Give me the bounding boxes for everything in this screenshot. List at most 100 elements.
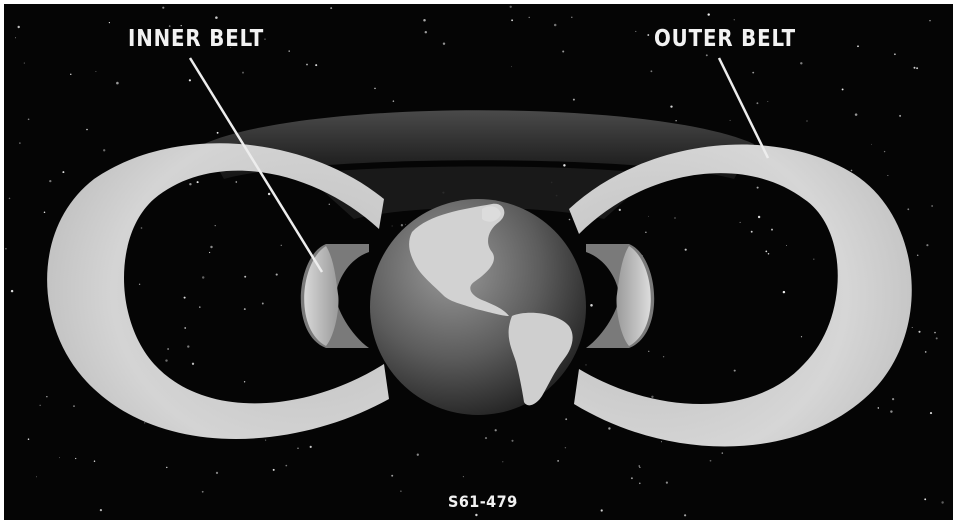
star [75,458,76,459]
star [899,115,901,117]
star [199,306,200,307]
star [288,50,289,51]
star [734,19,735,20]
star [661,441,662,442]
star [722,452,723,453]
star [215,225,216,226]
star [262,303,264,305]
star [757,187,759,189]
star [758,216,760,218]
star [871,144,872,145]
star [46,396,47,397]
star [573,99,575,101]
star [329,204,330,205]
star [855,113,858,116]
star [651,396,653,398]
star [931,205,932,206]
star [666,482,668,484]
star [511,440,513,442]
star [786,245,787,246]
star [918,331,920,333]
star [400,490,402,492]
figure-id-label: S61-479 [448,492,518,511]
star [648,351,649,352]
star [162,7,164,9]
star [916,67,918,69]
star [167,348,169,350]
star [495,429,497,431]
star [391,475,393,477]
star [273,469,275,471]
star [202,491,204,493]
star [813,259,814,260]
star [268,193,270,195]
star [751,231,753,233]
star [19,142,20,143]
star [235,181,237,183]
star [801,336,802,337]
star [242,72,244,74]
star [608,427,610,429]
star [139,284,140,285]
star [930,412,932,414]
star [878,407,879,408]
star [806,120,807,121]
star [166,467,167,468]
star [374,88,376,90]
star [601,509,603,511]
star [650,70,652,72]
star [330,7,332,9]
star [189,79,191,81]
star [502,461,503,462]
star [297,448,298,449]
star [670,105,672,107]
star [529,17,530,18]
star [202,276,204,278]
star [9,198,11,200]
star [571,17,572,18]
space-background: INNER BELT OUTER BELT S61-479 [4,4,953,520]
star [710,460,712,462]
star [100,509,102,511]
star [851,170,853,172]
star [706,54,708,56]
star [40,405,41,406]
star [36,476,37,477]
star [565,447,566,448]
star [912,327,913,328]
star [475,514,477,516]
star [586,364,587,365]
radiation-belts-diagram [4,4,953,520]
star [417,454,419,456]
star [95,71,96,72]
star [645,232,646,233]
star [914,67,916,69]
star [857,45,859,47]
star [215,16,218,19]
star [510,6,512,8]
star [244,276,246,278]
star [511,66,512,67]
outer-belt-left-lobe [47,143,389,439]
star [393,100,395,102]
star [306,64,308,66]
star [184,327,186,329]
star [511,19,513,21]
star [684,514,686,516]
star [103,149,105,151]
star [800,62,802,64]
star [635,31,636,32]
star [892,398,894,400]
star [663,356,664,357]
inner-belt-label: INNER BELT [128,26,264,52]
star [197,181,199,183]
star [929,20,931,22]
star [708,13,710,15]
star [639,483,641,485]
star [740,222,741,223]
star [401,224,403,226]
star [907,208,909,210]
star [674,217,675,218]
star [189,183,191,185]
star [423,19,426,22]
